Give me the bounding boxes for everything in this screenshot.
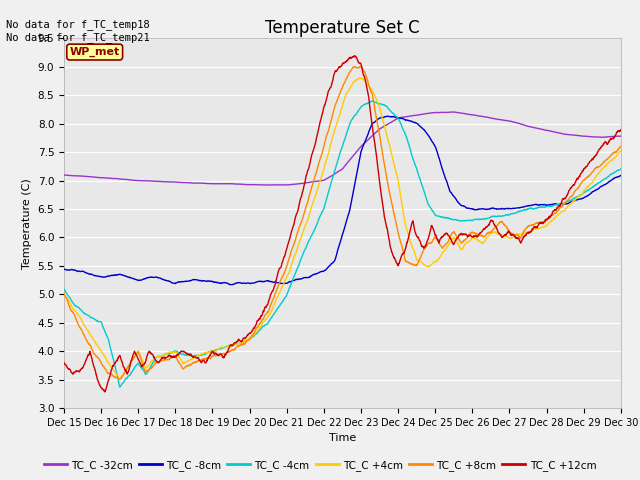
Text: No data for f_TC_temp18
No data for f_TC_temp21: No data for f_TC_temp18 No data for f_TC… [6,19,150,43]
X-axis label: Time: Time [329,433,356,443]
Title: Temperature Set C: Temperature Set C [265,19,420,37]
Y-axis label: Temperature (C): Temperature (C) [22,178,32,269]
Legend: TC_C -32cm, TC_C -8cm, TC_C -4cm, TC_C +4cm, TC_C +8cm, TC_C +12cm: TC_C -32cm, TC_C -8cm, TC_C -4cm, TC_C +… [40,456,600,475]
Text: WP_met: WP_met [70,47,120,57]
